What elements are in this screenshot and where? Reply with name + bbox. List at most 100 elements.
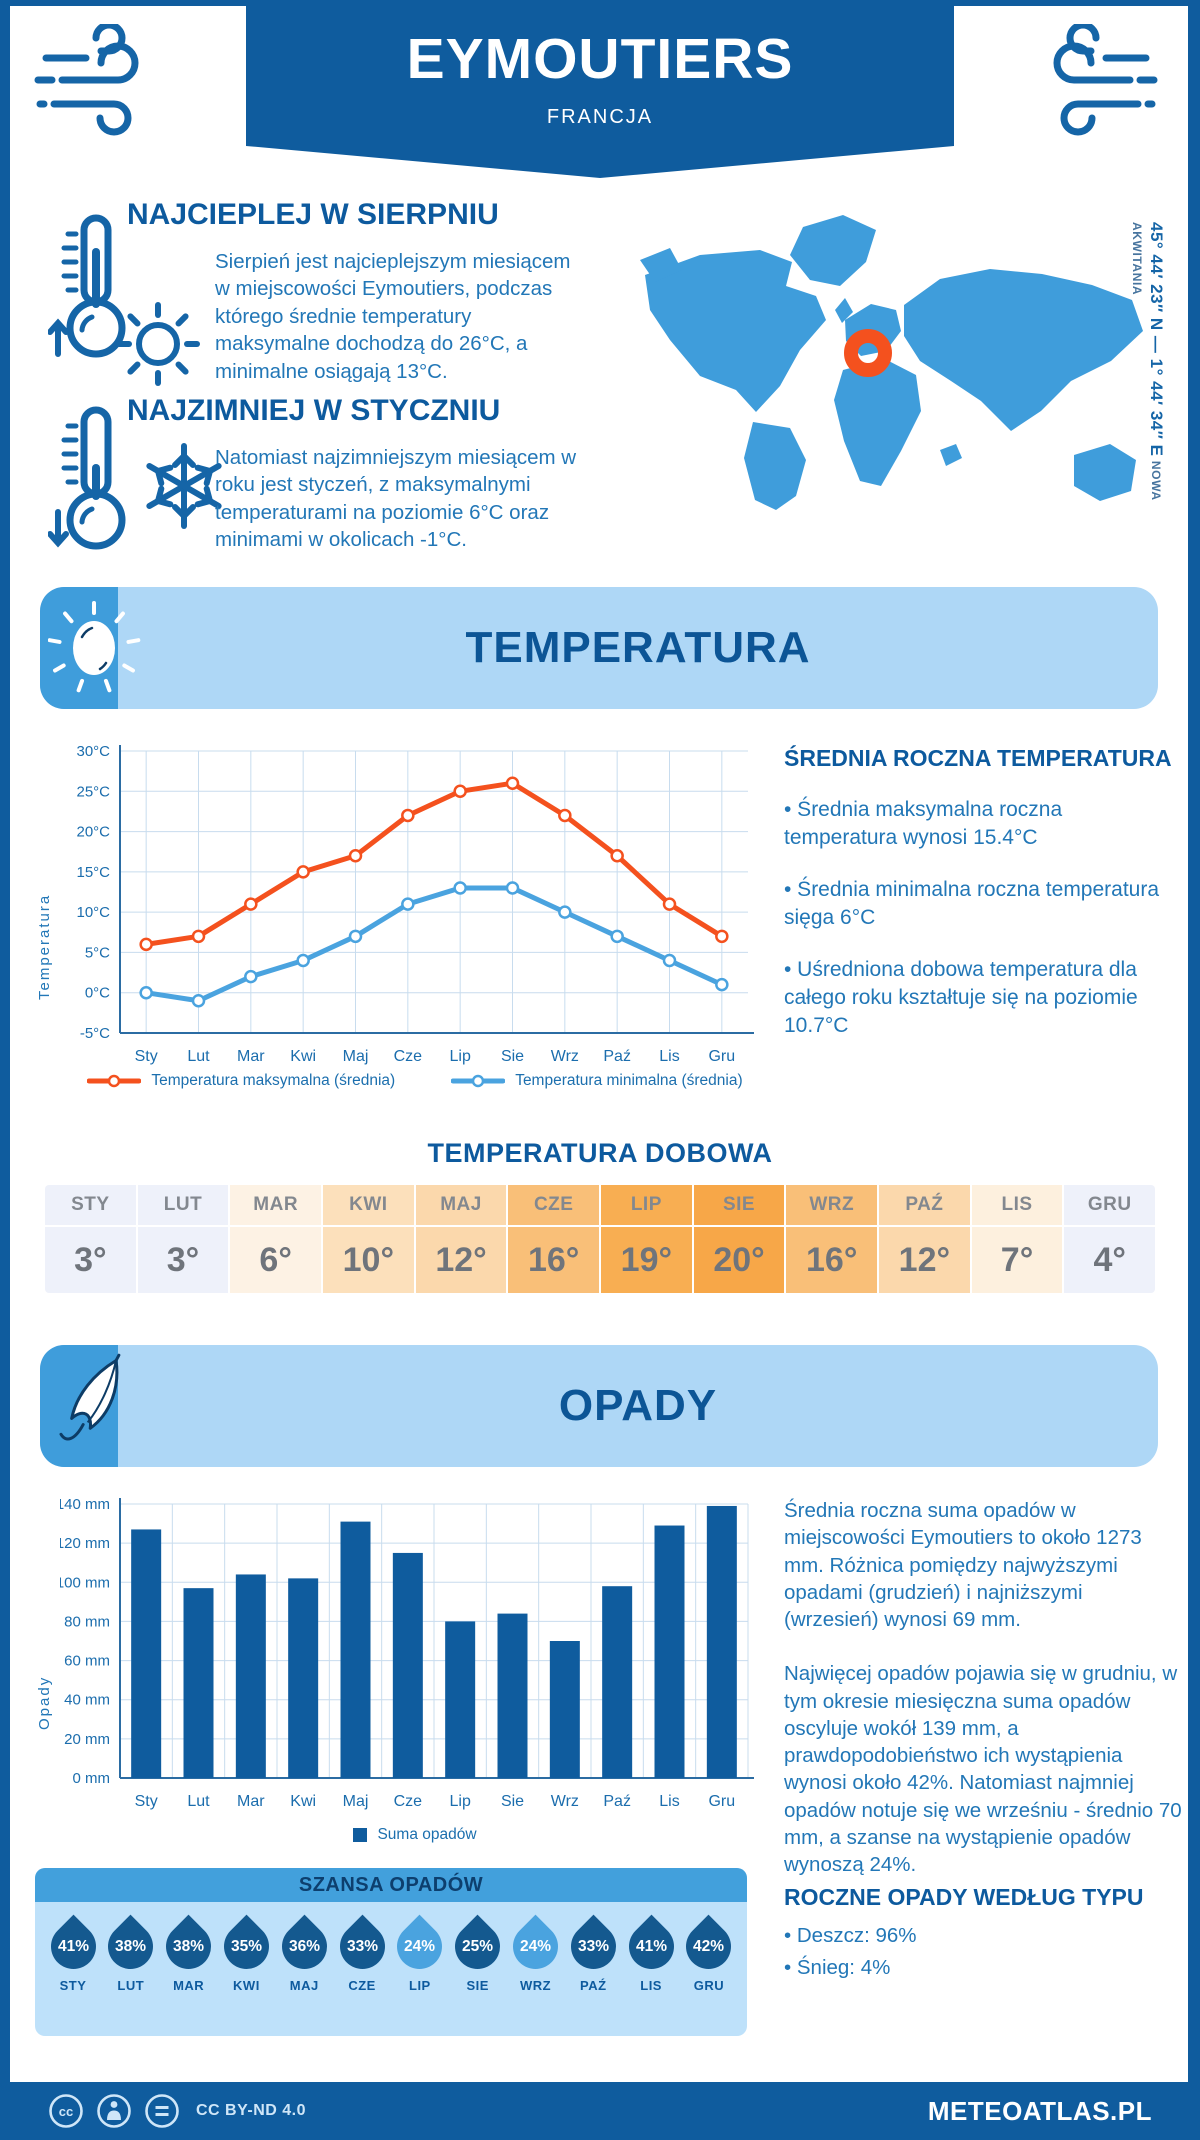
bar-chart-legend: Suma opadów: [70, 1826, 760, 1844]
svg-text:cc: cc: [59, 2104, 73, 2119]
legend-label: Temperatura minimalna (średnia): [515, 1072, 743, 1089]
svg-text:0 mm: 0 mm: [73, 1770, 111, 1787]
daily-temp-column: CZE 16°: [508, 1185, 602, 1293]
precipitation-bar-chart: 140 mm 120 mm 100 mm 80 mm 60 mm 40 mm 20 mm 0 …: [60, 1496, 754, 1810]
page-title: EYMOUTIERS: [406, 27, 794, 91]
snowflake-icon: [146, 443, 222, 529]
svg-text:Cze: Cze: [394, 1793, 423, 1810]
raindrop-icon: 36%: [272, 1914, 337, 1979]
precipitation-section-title: OPADY: [558, 1381, 718, 1430]
raindrop-icon: 41%: [619, 1914, 683, 1979]
raindrop-month: MAJ: [289, 1978, 319, 1993]
coordinates-block: 45° 44′ 23″ N — 1° 44′ 34″ E NOWA AKWITA…: [1128, 222, 1166, 502]
raindrop-item: 38% LUT: [98, 1912, 163, 1993]
raindrop-item: 41% STY: [41, 1912, 105, 1993]
daily-temp-column: SIE 20°: [693, 1185, 787, 1293]
cc-icon: cc: [49, 2094, 83, 2128]
banner-strip: [40, 587, 141, 709]
sun-icon: [48, 601, 141, 693]
legend-item: Temperatura minimalna (średnia): [451, 1072, 743, 1090]
daily-temp-month: LIS: [971, 1185, 1063, 1227]
daily-temperature-table: STY 3° LUT 3° MAR 6° KWI 10° MAJ 12° CZE 16° LIP 19° S…: [45, 1185, 1155, 1293]
raindrop-month: LUT: [117, 1978, 145, 1993]
raindrop-item: 24% WRZ: [503, 1912, 568, 1993]
legend-marker: [451, 1074, 506, 1088]
svg-text:Mar: Mar: [237, 1048, 265, 1065]
daily-temp-value: 12°: [435, 1240, 487, 1279]
svg-text:20°C: 20°C: [76, 824, 110, 841]
svg-text:5°C: 5°C: [85, 944, 110, 961]
precipitation-chance-title: SZANSA OPADÓW: [35, 1868, 747, 1902]
raindrop-item: 24% LIP: [388, 1912, 452, 1993]
svg-text:30°C: 30°C: [76, 743, 110, 760]
raindrop-item: 33% CZE: [330, 1912, 394, 1993]
daily-temp-month: LIP: [601, 1185, 692, 1227]
daily-temp-value: 20°: [713, 1240, 765, 1279]
daily-temp-value: 16°: [527, 1240, 580, 1279]
umbrella-icon: [59, 1353, 121, 1441]
raindrop-item: 33% PAŹ: [561, 1912, 626, 1993]
raindrop-item: 35% KWI: [214, 1912, 279, 1993]
daily-temp-column: MAJ 12°: [415, 1185, 509, 1293]
left-border: [0, 0, 10, 2140]
raindrop-month: SIE: [466, 1978, 489, 1993]
raindrop-percent: 35%: [230, 1937, 262, 1955]
daily-temp-column: KWI 10°: [323, 1185, 416, 1293]
svg-text:20 mm: 20 mm: [64, 1731, 110, 1748]
cold-heading: NAJZIMNIEJ W STYCZNIU: [127, 394, 501, 427]
raindrop-icon: 41%: [41, 1914, 105, 1979]
precipitation-paragraph: Średnia roczna suma opadów w miejscowośc…: [784, 1499, 1142, 1631]
svg-text:Lis: Lis: [659, 1048, 679, 1065]
svg-text:80 mm: 80 mm: [64, 1613, 110, 1630]
precipitation-type-item: • Śnieg: 4%: [784, 1956, 891, 1979]
daily-temp-column: PAŹ 12°: [879, 1185, 972, 1293]
equals-icon: [145, 2094, 179, 2128]
license-text: CC BY-ND 4.0: [196, 2102, 307, 2119]
line-chart-legend: Temperatura maksymalna (średnia) Temperat…: [70, 1072, 760, 1090]
raindrop-month: MAR: [173, 1978, 205, 1993]
svg-text:Sie: Sie: [501, 1048, 524, 1065]
svg-text:0°C: 0°C: [85, 985, 110, 1002]
cc-license-icons: cc: [48, 2093, 180, 2129]
svg-text:Mar: Mar: [237, 1793, 265, 1810]
legend-label: Suma opadów: [377, 1826, 477, 1843]
svg-text:-5°C: -5°C: [80, 1025, 110, 1042]
svg-text:Kwi: Kwi: [290, 1793, 316, 1810]
raindrop-month: PAŹ: [580, 1978, 607, 1993]
raindrop-icon: 33%: [561, 1914, 626, 1979]
precipitation-section-banner: OPADY: [40, 1345, 1158, 1467]
svg-text:40 mm: 40 mm: [64, 1692, 110, 1709]
daily-temp-month: SIE: [693, 1185, 785, 1227]
svg-text:Paź: Paź: [603, 1793, 631, 1810]
person-icon: [97, 2094, 131, 2128]
daily-temp-month: KWI: [323, 1185, 414, 1227]
precipitation-by-type-heading: ROCZNE OPADY WEDŁUG TYPU: [784, 1884, 1144, 1910]
cold-text: Natomiast najzimniejszym miesiącem w rok…: [215, 446, 577, 552]
annual-temperature-heading: ŚREDNIA ROCZNA TEMPERATURA: [784, 745, 1172, 771]
svg-text:120 mm: 120 mm: [60, 1535, 110, 1552]
warm-text: Sierpień jest najcieplejszym miesiącem w…: [215, 250, 571, 383]
raindrop-item: 38% MAR: [156, 1912, 221, 1993]
precipitation-chance-panel: SZANSA OPADÓW 41% STY 38% LUT 38% MAR 35% KWI 36…: [35, 1868, 747, 2036]
daily-temp-column: MAR 6°: [230, 1185, 324, 1293]
raindrop-month: WRZ: [519, 1978, 552, 1993]
svg-text:Paź: Paź: [603, 1048, 631, 1065]
raindrop-month: STY: [59, 1978, 87, 1993]
daily-temp-value: 4°: [1093, 1240, 1126, 1279]
daily-temp-value: 6°: [259, 1240, 292, 1279]
daily-temperature-heading: TEMPERATURA DOBOWA: [427, 1138, 773, 1168]
world-map: [640, 215, 1143, 510]
daily-temp-month: GRU: [1064, 1185, 1155, 1227]
warm-heading: NAJCIEPLEJ W SIERPNIU: [127, 198, 499, 231]
raindrop-percent: 41%: [635, 1937, 667, 1955]
daily-temp-value: 19°: [620, 1240, 673, 1279]
raindrop-month: KWI: [233, 1978, 260, 1993]
precipitation-paragraph: Najwięcej opadów pojawia się w grudniu, …: [784, 1662, 1182, 1876]
raindrop-icon: 42%: [677, 1914, 741, 1979]
svg-text:Lis: Lis: [659, 1793, 679, 1810]
daily-temp-column: LIS 7°: [971, 1185, 1065, 1293]
daily-temp-value: 12°: [898, 1240, 951, 1279]
raindrop-icon: 35%: [214, 1914, 279, 1979]
location-marker: [844, 329, 892, 377]
raindrop-percent: 25%: [462, 1937, 494, 1955]
